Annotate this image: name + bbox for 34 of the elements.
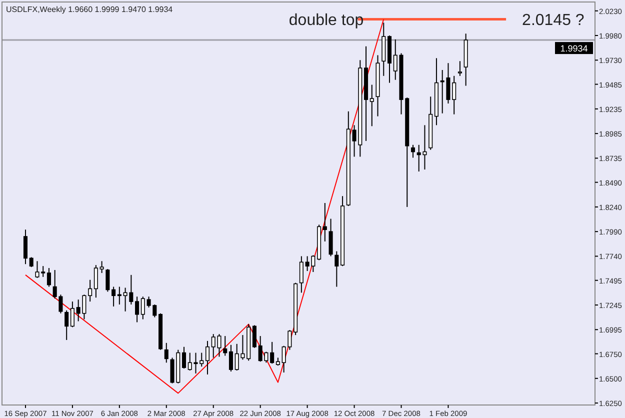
candlestick xyxy=(370,84,374,127)
candlestick xyxy=(458,60,462,76)
candlestick xyxy=(23,229,28,265)
candlestick xyxy=(334,250,339,288)
chart-title: USDLFX,Weekly 1.9660 1.9999 1.9470 1.9934 xyxy=(6,5,174,14)
candlestick xyxy=(270,341,274,364)
candlestick xyxy=(452,75,456,115)
candlestick xyxy=(205,340,210,375)
candlestick xyxy=(112,286,116,307)
candlestick xyxy=(88,279,92,302)
candlestick xyxy=(41,266,46,278)
candlestick xyxy=(70,301,74,328)
candlestick xyxy=(164,342,168,364)
candlestick xyxy=(46,268,51,288)
candlestick xyxy=(106,268,110,292)
candlestick xyxy=(322,202,327,242)
candlestick xyxy=(182,346,186,370)
candlestick xyxy=(223,336,228,356)
candlestick xyxy=(94,264,98,298)
candlestick xyxy=(135,296,140,323)
candlestick xyxy=(64,310,69,340)
annotation: double top xyxy=(288,12,364,30)
candlestick xyxy=(29,256,34,268)
ref-line-label: 2.0145 ? xyxy=(522,12,584,30)
candlestick xyxy=(228,344,233,372)
candlestick xyxy=(35,260,40,278)
candlestick xyxy=(140,296,145,320)
candlestick xyxy=(410,144,416,158)
candlestick xyxy=(100,260,104,274)
ref-line-label: 1.9934 xyxy=(560,44,588,54)
candlestick xyxy=(252,324,256,348)
candlestick xyxy=(299,256,304,294)
candlestick xyxy=(328,218,333,257)
candlestick xyxy=(117,286,122,305)
